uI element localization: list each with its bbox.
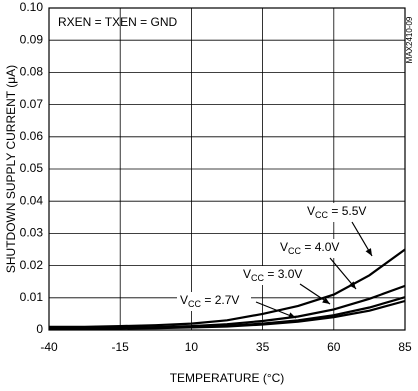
x-tick-label: -40 [40, 340, 58, 354]
y-tick-label: 0.01 [20, 290, 44, 304]
annotation: RXEN = TXEN = GND [58, 15, 177, 29]
y-tick-label: 0.04 [20, 193, 44, 207]
arrowhead [348, 281, 356, 289]
y-tick-label: 0.02 [20, 258, 44, 272]
x-tick-label: 35 [256, 340, 270, 354]
annotation-box [53, 11, 193, 35]
series-label: VCC = 5.5V [307, 204, 366, 220]
x-tick-label: 60 [327, 340, 341, 354]
y-tick-label: 0.10 [20, 0, 44, 14]
arrowhead [322, 297, 330, 304]
figure-code: MAX2410-09 [405, 16, 414, 63]
arrowhead [288, 312, 296, 319]
series-label: VCC = 4.0V [280, 240, 339, 256]
y-tick-label: 0.09 [20, 32, 44, 46]
x-tick-label: -15 [112, 340, 130, 354]
x-tick-label: 10 [185, 340, 199, 354]
series-label: VCC = 2.7V [180, 293, 239, 309]
x-axis-label: TEMPERATURE (°C) [170, 371, 285, 385]
x-tick-label: 85 [398, 340, 412, 354]
label-bg [240, 266, 314, 285]
y-tick-label: 0 [36, 322, 43, 336]
series-label: VCC = 3.0V [243, 267, 302, 283]
label-bg [277, 239, 351, 258]
label-bg [177, 292, 251, 311]
arrowhead [365, 248, 372, 256]
label-bg [304, 203, 378, 222]
curve [49, 248, 406, 328]
y-tick-label: 0.08 [20, 65, 44, 79]
y-tick-label: 0.06 [20, 129, 44, 143]
y-axis-label: SHUTDOWN SUPPLY CURRENT (μA) [4, 65, 18, 273]
curve [48, 299, 406, 331]
y-tick-label: 0.07 [20, 97, 44, 111]
y-tick-label: 0.03 [20, 226, 44, 240]
y-tick-label: 0.05 [20, 161, 44, 175]
